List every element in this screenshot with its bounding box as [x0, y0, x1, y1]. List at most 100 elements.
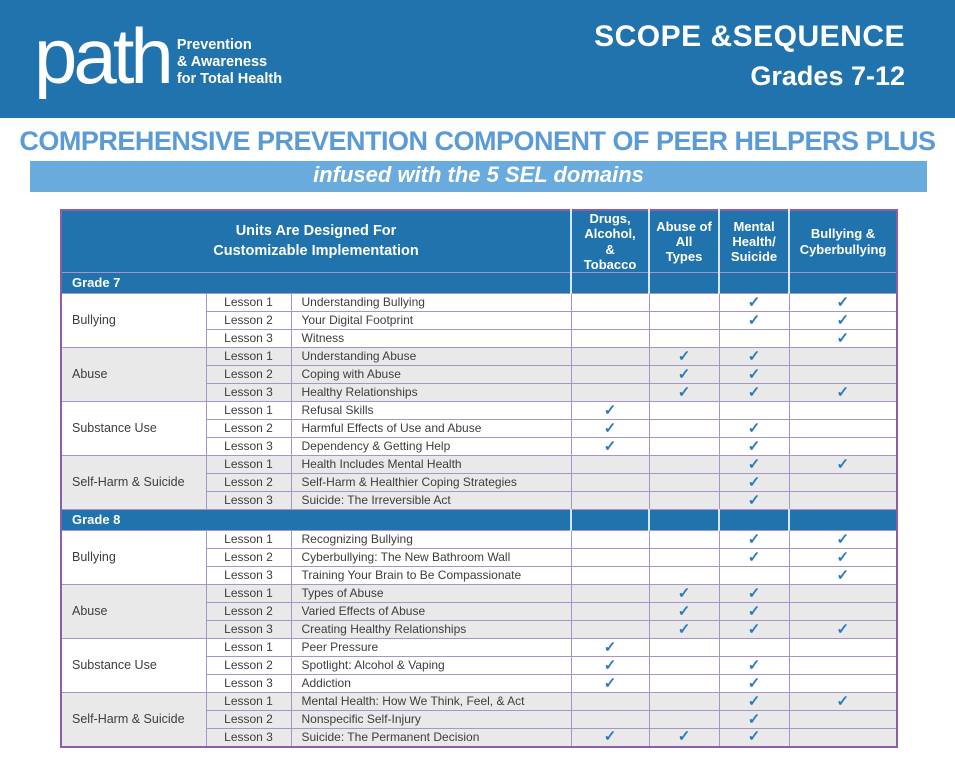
check-cell-drugs-alcohol-tobacco: [570, 473, 650, 493]
lesson-row: Lesson 2 Spotlight: Alcohol & Vaping ✓ ✓: [61, 656, 898, 676]
check-cell-mental-health-suicide: ✓: [718, 620, 790, 640]
lesson-title-cell: Training Your Brain to Be Compassionate: [290, 566, 572, 586]
lesson-label-cell: Lesson 3: [205, 491, 292, 511]
checkmark-icon: ✓: [747, 728, 761, 746]
lesson-title-cell: Harmful Effects of Use and Abuse: [290, 419, 572, 439]
checkmark-icon: ✓: [677, 347, 691, 365]
check-cell-abuse-of-all-types: [648, 566, 720, 586]
lesson-title-cell: Witness: [290, 329, 572, 349]
grade-fill-cell: [718, 509, 790, 532]
lesson-title-cell: Varied Effects of Abuse: [290, 602, 572, 622]
checkmark-icon: ✓: [603, 674, 617, 692]
check-cell-abuse-of-all-types: ✓: [648, 347, 720, 367]
check-cell-mental-health-suicide: ✓: [718, 548, 790, 568]
unit-cell: Self-Harm & Suicide: [60, 692, 207, 748]
check-cell-mental-health-suicide: ✓: [718, 728, 790, 748]
path-logo-wordmark: path: [34, 12, 174, 100]
header-line: Abuse of: [656, 218, 712, 234]
check-cell-bullying-cyberbullying: [788, 710, 898, 730]
unit-cell: Substance Use: [60, 401, 207, 457]
check-cell-abuse-of-all-types: [648, 548, 720, 568]
check-cell-bullying-cyberbullying: ✓: [788, 293, 898, 313]
lesson-label-cell: Lesson 2: [205, 311, 292, 331]
grade-row: Grade 7: [60, 272, 898, 295]
check-cell-drugs-alcohol-tobacco: [570, 455, 650, 475]
check-cell-mental-health-suicide: ✓: [718, 437, 790, 457]
check-cell-bullying-cyberbullying: ✓: [788, 329, 898, 349]
unit-cell: Abuse: [60, 584, 207, 640]
table-header-row: Units Are Designed For Customizable Imple…: [60, 209, 898, 274]
header-line: Tobacco: [583, 256, 637, 272]
checkmark-icon: ✓: [836, 692, 850, 710]
lesson-label-cell: Lesson 1: [205, 530, 292, 550]
lesson-title-cell: Spotlight: Alcohol & Vaping: [290, 656, 572, 676]
grade-fill-cell: [648, 272, 720, 295]
check-cell-abuse-of-all-types: ✓: [648, 365, 720, 385]
grade-label: Grade 8: [60, 509, 572, 532]
lesson-row: Self-Harm & Suicide Lesson 1 Mental Health…: [60, 692, 898, 748]
check-cell-drugs-alcohol-tobacco: [570, 365, 650, 385]
check-cell-bullying-cyberbullying: [788, 602, 898, 622]
check-cell-drugs-alcohol-tobacco: [570, 311, 650, 331]
check-cell-abuse-of-all-types: [648, 530, 720, 550]
checkmark-icon: ✓: [747, 365, 761, 383]
lesson-row: Lesson 3 Suicide: The Permanent Decision ✓…: [61, 728, 898, 748]
check-cell-mental-health-suicide: ✓: [718, 491, 790, 511]
lesson-title-cell: Understanding Abuse: [290, 347, 572, 367]
lesson-title-cell: Addiction: [290, 674, 572, 694]
check-cell-drugs-alcohol-tobacco: [570, 710, 650, 730]
check-cell-abuse-of-all-types: ✓: [648, 728, 720, 748]
header-line: Units Are Designed For: [235, 223, 397, 240]
lesson-title-cell: Suicide: The Permanent Decision: [290, 728, 572, 748]
checkmark-icon: ✓: [747, 491, 761, 509]
header-line: Mental: [733, 218, 775, 234]
domain-header-bullying-cyberbullying: Bullying & Cyberbullying: [788, 209, 898, 274]
document-heading: SCOPE &SEQUENCE Grades 7-12: [594, 0, 955, 118]
checkmark-icon: ✓: [747, 620, 761, 638]
lesson-title-cell: Healthy Relationships: [290, 383, 572, 403]
check-cell-drugs-alcohol-tobacco: ✓: [570, 674, 650, 694]
check-cell-mental-health-suicide: ✓: [718, 530, 790, 550]
check-cell-mental-health-suicide: ✓: [718, 710, 790, 730]
lesson-title-cell: Self-Harm & Healthier Coping Strategies: [290, 473, 572, 493]
check-cell-bullying-cyberbullying: [788, 674, 898, 694]
domain-header-abuse-of-all-types: Abuse of All Types: [648, 209, 720, 274]
lesson-title-cell: Creating Healthy Relationships: [290, 620, 572, 640]
lesson-row: Lesson 2 Coping with Abuse ✓ ✓: [61, 365, 898, 385]
lesson-label-cell: Lesson 2: [205, 548, 292, 568]
header-line: Cyberbullying: [799, 241, 887, 257]
check-cell-abuse-of-all-types: [648, 638, 720, 658]
checkmark-icon: ✓: [747, 674, 761, 692]
grade-fill-cell: [648, 509, 720, 532]
check-cell-bullying-cyberbullying: [788, 347, 898, 367]
lesson-row: Lesson 3 Healthy Relationships ✓ ✓ ✓: [61, 383, 898, 403]
check-cell-bullying-cyberbullying: ✓: [788, 692, 898, 712]
checkmark-icon: ✓: [677, 383, 691, 401]
lesson-row: Lesson 2 Varied Effects of Abuse ✓ ✓: [61, 602, 898, 622]
checkmark-icon: ✓: [603, 656, 617, 674]
checkmark-icon: ✓: [603, 419, 617, 437]
check-cell-mental-health-suicide: ✓: [718, 674, 790, 694]
sel-domains-banner: infused with the 5 SEL domains: [30, 161, 927, 192]
header-line: Customizable Implementation: [213, 242, 419, 259]
grade-label: Grade 7: [60, 272, 572, 295]
lesson-title-cell: Refusal Skills: [290, 401, 572, 421]
scope-sequence-title: SCOPE &SEQUENCE: [594, 20, 905, 53]
check-cell-bullying-cyberbullying: [788, 584, 898, 604]
checkmark-icon: ✓: [747, 710, 761, 728]
checkmark-icon: ✓: [677, 365, 691, 383]
unit-cell: Bullying: [60, 530, 207, 586]
lesson-title-cell: Types of Abuse: [290, 584, 572, 604]
lesson-title-cell: Your Digital Footprint: [290, 311, 572, 331]
lesson-row: Lesson 3 Suicide: The Irreversible Act ✓: [61, 491, 898, 511]
checkmark-icon: ✓: [836, 311, 850, 329]
check-cell-bullying-cyberbullying: [788, 473, 898, 493]
check-cell-bullying-cyberbullying: [788, 419, 898, 439]
check-cell-mental-health-suicide: ✓: [718, 656, 790, 676]
lesson-title-cell: Health Includes Mental Health: [290, 455, 572, 475]
check-cell-drugs-alcohol-tobacco: [570, 383, 650, 403]
check-cell-bullying-cyberbullying: ✓: [788, 566, 898, 586]
checkmark-icon: ✓: [747, 347, 761, 365]
checkmark-icon: ✓: [677, 584, 691, 602]
check-cell-drugs-alcohol-tobacco: [570, 491, 650, 511]
